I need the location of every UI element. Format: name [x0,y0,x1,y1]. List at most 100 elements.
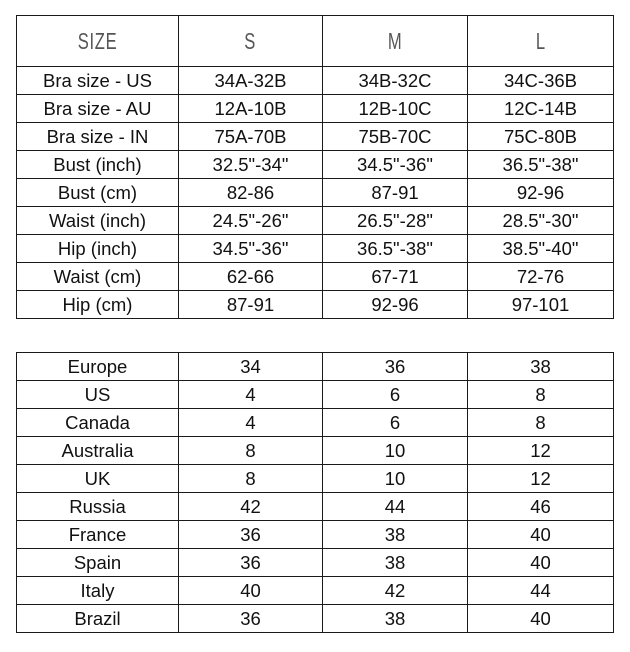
table-row: Hip (cm) 87-91 92-96 97-101 [16,290,614,319]
size-column-header-text: L [535,27,546,54]
country-label: Italy [16,576,179,605]
size-label-header: SIZE [16,15,179,67]
row-label: Waist (cm) [16,262,179,291]
table-row: Spain 36 38 40 [16,548,614,577]
row-label: Hip (cm) [16,290,179,319]
table-cell: 62-66 [178,262,323,291]
table-cell: 97-101 [467,290,614,319]
table-cell: 12C-14B [467,94,614,123]
country-size-conversion-table: Europe 34 36 38 US 4 6 8 Canada 4 6 8 Australia 8 10 12… [16,352,614,633]
table-cell: 12B-10C [322,94,468,123]
table-cell: 24.5"-26" [178,206,323,235]
table-cell: 34B-32C [322,66,468,95]
size-label-header-text: SIZE [77,27,118,54]
table-cell: 10 [322,436,468,465]
country-label: US [16,380,179,409]
table-cell: 26.5"-28" [322,206,468,235]
table-cell: 4 [178,380,323,409]
table-row: Bra size - IN 75A-70B 75B-70C 75C-80B [16,122,614,151]
table-cell: 46 [467,492,614,521]
size-column-header: S [178,15,323,67]
country-label: France [16,520,179,549]
table-cell: 34A-32B [178,66,323,95]
table-cell: 28.5"-30" [467,206,614,235]
table-cell: 92-96 [467,178,614,207]
table-cell: 42 [178,492,323,521]
table-row: US 4 6 8 [16,380,614,409]
table-cell: 40 [467,604,614,633]
table-cell: 82-86 [178,178,323,207]
row-label: Bust (cm) [16,178,179,207]
country-label: Canada [16,408,179,437]
table-cell: 36.5"-38" [467,150,614,179]
table-cell: 87-91 [178,290,323,319]
row-label: Bust (inch) [16,150,179,179]
row-label: Bra size - US [16,66,179,95]
country-label: Australia [16,436,179,465]
table-cell: 38 [322,548,468,577]
table-row: Brazil 36 38 40 [16,604,614,633]
table-cell: 8 [178,464,323,493]
table-cell: 75B-70C [322,122,468,151]
table-cell: 75A-70B [178,122,323,151]
table-cell: 34C-36B [467,66,614,95]
table-cell: 8 [467,408,614,437]
table-cell: 8 [467,380,614,409]
table-row: Canada 4 6 8 [16,408,614,437]
table-cell: 12 [467,436,614,465]
table-cell: 34 [178,352,323,381]
table-cell: 38 [322,520,468,549]
table-row: Italy 40 42 44 [16,576,614,605]
table-row: Russia 42 44 46 [16,492,614,521]
table-cell: 36 [178,604,323,633]
country-label: Europe [16,352,179,381]
country-label: UK [16,464,179,493]
table-row: Bust (inch) 32.5"-34" 34.5"-36" 36.5"-38" [16,150,614,179]
table-row: Waist (inch) 24.5"-26" 26.5"-28" 28.5"-30" [16,206,614,235]
table-cell: 87-91 [322,178,468,207]
table-row: Bust (cm) 82-86 87-91 92-96 [16,178,614,207]
table-cell: 40 [178,576,323,605]
size-column-header: L [467,15,614,67]
table-row: Europe 34 36 38 [16,352,614,381]
table-cell: 6 [322,380,468,409]
table-cell: 10 [322,464,468,493]
row-label: Bra size - AU [16,94,179,123]
table-cell: 92-96 [322,290,468,319]
table-cell: 38 [322,604,468,633]
country-label: Spain [16,548,179,577]
table-cell: 12A-10B [178,94,323,123]
table-cell: 12 [467,464,614,493]
row-label: Waist (inch) [16,206,179,235]
size-column-header: M [322,15,468,67]
table-cell: 40 [467,520,614,549]
table-cell: 44 [322,492,468,521]
size-column-header-text: S [244,27,257,54]
country-label: Russia [16,492,179,521]
table-cell: 38 [467,352,614,381]
table-row: UK 8 10 12 [16,464,614,493]
table-cell: 44 [467,576,614,605]
table-cell: 32.5"-34" [178,150,323,179]
table-cell: 75C-80B [467,122,614,151]
table-cell: 72-76 [467,262,614,291]
country-label: Brazil [16,604,179,633]
table-cell: 4 [178,408,323,437]
size-column-header-text: M [387,27,403,54]
table-cell: 36 [322,352,468,381]
table-row: Hip (inch) 34.5"-36" 36.5"-38" 38.5"-40" [16,234,614,263]
table-row: Waist (cm) 62-66 67-71 72-76 [16,262,614,291]
table-cell: 34.5"-36" [178,234,323,263]
table-row: Bra size - US 34A-32B 34B-32C 34C-36B [16,66,614,95]
table-cell: 8 [178,436,323,465]
table-cell: 36.5"-38" [322,234,468,263]
row-label: Bra size - IN [16,122,179,151]
table-cell: 36 [178,520,323,549]
size-measurement-table: SIZE S M L Bra size - US 34A-32B 34B-32C 34C-36… [16,15,614,319]
table-row: Australia 8 10 12 [16,436,614,465]
table-cell: 40 [467,548,614,577]
header-row: SIZE S M L [16,15,614,67]
table-cell: 38.5"-40" [467,234,614,263]
table-cell: 34.5"-36" [322,150,468,179]
table-row: France 36 38 40 [16,520,614,549]
